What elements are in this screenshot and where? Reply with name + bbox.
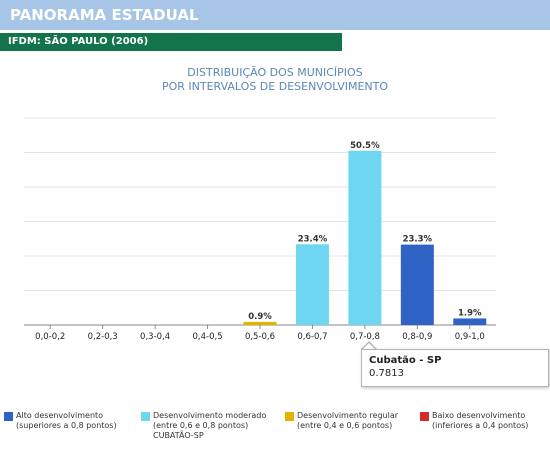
- x-tick-label-0,6-0,7: 0,6-0,7: [297, 332, 327, 342]
- panorama-banner: PANORAMA ESTADUAL: [0, 0, 550, 30]
- legend-range-alto: (superiores a 0,8 pontos): [16, 421, 117, 430]
- x-tick-label-0,9-1,0: 0,9-1,0: [455, 332, 485, 342]
- legend-swatch-regular: [285, 412, 294, 421]
- x-tick-label-0,3-0,4: 0,3-0,4: [140, 332, 170, 342]
- bar-0,8-0,9[interactable]: [400, 244, 434, 325]
- bar-0,7-0,8[interactable]: [348, 150, 382, 325]
- legend-label-moderado: Desenvolvimento moderado: [153, 411, 267, 420]
- x-tick-label-0,5-0,6: 0,5-0,6: [245, 332, 275, 342]
- subtitle-bar: IFDM: SÃO PAULO (2006): [0, 33, 342, 51]
- x-tick-label-0,4-0,5: 0,4-0,5: [193, 332, 223, 342]
- data-label-0,9-1,0: 1.9%: [458, 308, 482, 318]
- legend-label-regular: Desenvolvimento regular: [297, 411, 399, 420]
- subtitle-text: IFDM: SÃO PAULO (2006): [8, 36, 149, 47]
- legend-swatch-alto: [4, 412, 13, 421]
- data-label-0,5-0,6: 0.9%: [248, 312, 272, 322]
- bar-0,6-0,7[interactable]: [295, 244, 329, 325]
- data-label-0,7-0,8: 50.5%: [350, 141, 380, 151]
- data-label-0,6-0,7: 23.4%: [298, 234, 328, 244]
- legend-municipality-marker: CUBATÃO-SP: [153, 431, 204, 440]
- legend-swatch-baixo: [420, 412, 429, 421]
- x-tick-label-0,7-0,8: 0,7-0,8: [350, 332, 380, 342]
- legend-range-baixo: (inferiores a 0,4 pontos): [432, 421, 529, 430]
- chart-title: DISTRIBUIÇÃO DOS MUNICÍPIOS POR INTERVAL…: [0, 66, 550, 94]
- legend-range-regular: (entre 0,4 e 0,6 pontos): [297, 421, 393, 430]
- tooltip-value: 0.7813: [369, 368, 404, 379]
- legend-range-moderado: (entre 0,6 e 0,8 pontos): [153, 421, 249, 430]
- chart-title-line-2: POR INTERVALOS DE DESENVOLVIMENTO: [161, 80, 389, 93]
- data-label-0,8-0,9: 23.3%: [403, 235, 433, 245]
- x-tick-label-0,8-0,9: 0,8-0,9: [402, 332, 432, 342]
- x-tick-label-0,2-0,3: 0,2-0,3: [88, 332, 118, 342]
- tooltip-arrow: [361, 341, 377, 350]
- legend-swatch-moderado: [141, 412, 150, 421]
- chart-title-line-1: DISTRIBUIÇÃO DOS MUNICÍPIOS: [187, 66, 363, 79]
- tooltip-title: Cubatão - SP: [369, 355, 442, 366]
- banner-title: PANORAMA ESTADUAL: [10, 6, 199, 24]
- bar-0,5-0,6[interactable]: [243, 321, 277, 325]
- bar-0,9-1,0[interactable]: [453, 318, 487, 325]
- tooltip: Cubatão - SP 0.7813: [361, 349, 549, 387]
- legend-label-alto: Alto desenvolvimento: [16, 411, 104, 420]
- x-tick-label-0,0-0,2: 0,0-0,2: [35, 332, 65, 342]
- legend-label-baixo: Baixo desenvolvimento: [432, 411, 526, 420]
